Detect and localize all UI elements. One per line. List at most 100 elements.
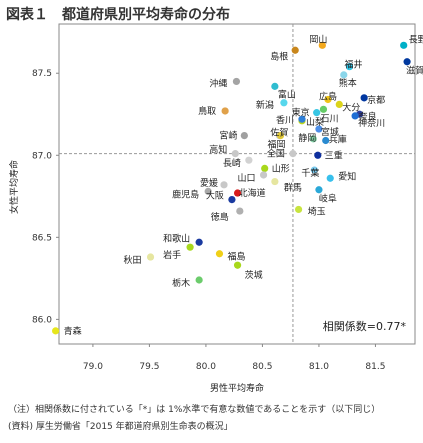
data-point (231, 150, 239, 158)
data-point (271, 82, 279, 90)
y-tick-label: 87.5 (32, 69, 52, 79)
point-label: 高知 (209, 144, 227, 156)
point-label: 滋賀 (406, 65, 423, 77)
data-point (259, 171, 268, 179)
data-point (314, 151, 322, 159)
point-label: 群馬 (284, 182, 302, 194)
point-label: 岡山 (309, 34, 327, 45)
data-point (309, 135, 317, 143)
point-label: 茨城 (245, 269, 263, 281)
data-point (345, 63, 354, 71)
y-tick-label: 86.5 (32, 233, 52, 243)
point-label: 東京 (292, 107, 310, 119)
point-label: 山口 (238, 173, 256, 184)
point-label: 奈良 (359, 110, 377, 122)
data-point (319, 105, 328, 113)
data-point (276, 131, 285, 140)
point-label: 山梨 (306, 116, 324, 128)
point-label: 熊本 (339, 77, 357, 89)
point-label: 兵庫 (329, 134, 347, 146)
point-label: 神奈川 (358, 117, 385, 129)
source-note: (資料) 厚生労働省「2015 年都道府県別生命表の概況」 (8, 422, 233, 432)
point-label: 全国 (267, 148, 285, 160)
point-label: 大阪 (206, 190, 224, 202)
data-points (52, 41, 411, 335)
point-label: 岩手 (163, 249, 181, 261)
data-point (335, 100, 343, 109)
plot-area-border (58, 23, 416, 345)
data-point (400, 41, 408, 49)
point-label: 北海道 (239, 187, 266, 199)
point-label: 石川 (320, 114, 338, 124)
data-point (294, 205, 303, 214)
data-point (233, 261, 242, 269)
y-axis-title: 女性平均寿命 (8, 160, 20, 214)
data-point (351, 112, 359, 120)
x-tick-label: 80.5 (252, 362, 272, 372)
point-label: 長野 (409, 34, 423, 45)
point-label: 京都 (367, 94, 385, 106)
data-point (403, 58, 411, 66)
point-label: 鹿児島 (172, 188, 199, 200)
point-label: 佐賀 (270, 127, 288, 139)
y-tick-label: 87.0 (32, 151, 52, 161)
point-label: 宮城 (321, 126, 339, 138)
data-point (340, 71, 348, 79)
x-tick-label: 81.0 (309, 362, 329, 372)
data-point (146, 253, 155, 261)
data-point (280, 99, 288, 107)
point-label: 島根 (270, 50, 288, 62)
point-label: 宮崎 (219, 130, 237, 142)
figure-title: 図表１ 都道府県別平均寿命の分布 (6, 7, 230, 23)
point-label: 埼玉 (308, 205, 326, 217)
point-label: 愛知 (338, 170, 356, 182)
x-axis-title: 男性平均寿命 (210, 382, 264, 394)
data-point (236, 207, 244, 215)
x-tick-label: 80.0 (196, 362, 216, 372)
point-label: 三重 (325, 149, 343, 161)
x-tick-label: 79.0 (83, 362, 103, 372)
point-label: 広島 (319, 90, 337, 102)
point-label: 山形 (272, 162, 290, 174)
correlation-annotation: 相関係数=0.77* (323, 320, 407, 333)
data-point (195, 238, 203, 246)
point-label: 栃木 (172, 277, 190, 289)
point-label: 福岡 (268, 139, 286, 151)
data-point (186, 243, 194, 251)
point-label: 長崎 (223, 157, 241, 169)
data-point (220, 181, 228, 189)
point-label: 新潟 (256, 99, 274, 111)
point-label: 福島 (227, 251, 245, 263)
data-point (215, 250, 224, 258)
data-point (315, 186, 323, 194)
x-tick-label: 81.5 (365, 362, 385, 372)
data-point (195, 276, 203, 284)
point-label: 秋田 (124, 254, 142, 266)
data-point (315, 125, 323, 133)
footnote: （注）相関係数に付されている「*」は 1%水準で有意な数値であることを示す（以下… (8, 405, 381, 415)
data-point (240, 131, 248, 140)
point-label: 香川 (276, 115, 294, 126)
point-label: 沖縄 (209, 77, 227, 89)
data-point (298, 115, 306, 123)
data-point (245, 156, 253, 164)
data-point (204, 187, 212, 195)
y-tick-label: 86.0 (32, 315, 52, 325)
data-point (289, 150, 297, 158)
data-point (324, 95, 332, 104)
data-point (233, 189, 242, 197)
data-point (261, 164, 269, 173)
x-tick-label: 79.5 (139, 362, 159, 372)
data-point (322, 136, 330, 145)
point-label: 和歌山 (163, 232, 190, 244)
data-point (291, 46, 299, 54)
data-point (221, 107, 229, 115)
data-point (313, 109, 321, 117)
data-point (360, 94, 368, 102)
point-label: 富山 (278, 88, 296, 100)
point-label: 千葉 (301, 167, 319, 179)
scatter-chart: 79.0 79.5 80.0 80.5 81.0 81.5 86.0 86.5 87.0 87.5… (8, 23, 423, 394)
data-point (310, 166, 319, 174)
point-label: 岐阜 (319, 193, 337, 205)
